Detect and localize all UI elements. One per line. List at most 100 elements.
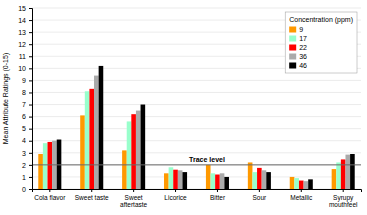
y-tick: 5: [22, 125, 32, 132]
annotation-text: Trace level: [189, 156, 225, 163]
bar: [136, 111, 141, 189]
bar: [80, 115, 85, 189]
bar: [131, 114, 136, 189]
y-tick-mark: [29, 165, 32, 166]
bar-series: [43, 91, 341, 189]
bar: [173, 170, 178, 189]
legend-swatch: [289, 63, 296, 69]
grid-line: [32, 164, 361, 165]
bar: [215, 175, 220, 189]
y-tick-label: 15: [18, 5, 26, 12]
reference-line: [32, 164, 361, 165]
x-tick-mark: [91, 189, 92, 192]
x-tick-label: Sweetaftertaste: [120, 194, 147, 208]
legend-item: 22: [289, 44, 307, 51]
legend-item: 17: [289, 35, 307, 42]
x-tick-mark: [217, 189, 218, 192]
x-tick-mark: [49, 189, 50, 192]
x-axis-line: [33, 190, 362, 193]
bar: [345, 155, 350, 189]
x-tick-mark: [175, 189, 176, 192]
y-tick: 13: [18, 29, 32, 36]
y-tick-mark: [29, 177, 32, 178]
legend-item: 36: [289, 53, 307, 60]
bar-series: [48, 89, 346, 189]
grid: [32, 8, 361, 189]
bar: [294, 178, 299, 189]
bar: [89, 89, 94, 189]
legend-swatch: [289, 27, 296, 33]
y-tick-mark: [29, 117, 32, 118]
x-tick: Syrupymouthfeel: [329, 189, 358, 208]
bar: [341, 159, 346, 189]
y-tick-mark: [29, 92, 32, 93]
x-tick: Bitter: [210, 189, 226, 201]
x-tick-label: Metallic: [290, 194, 313, 201]
y-tick-label: 1: [22, 174, 26, 181]
y-tick-label: 8: [22, 89, 26, 96]
bar-series: [52, 76, 350, 189]
x-tick-mark: [133, 189, 134, 192]
y-tick-label: 14: [18, 17, 26, 24]
bar: [308, 179, 313, 189]
bar: [169, 167, 174, 189]
y-tick-label: 6: [22, 113, 26, 120]
legend-item: 46: [289, 62, 307, 69]
y-axis-title: Mean Attribute Ratings (0-15): [2, 53, 10, 144]
x-tick-mark: [301, 189, 302, 192]
bar: [182, 172, 187, 189]
x-tick: Licorice: [164, 189, 187, 201]
y-tick: 12: [18, 41, 32, 48]
x-tick-label: Sweet taste: [75, 194, 109, 201]
y-tick: 7: [22, 101, 32, 108]
y-tick-mark: [29, 129, 32, 130]
y-tick-mark: [29, 105, 32, 106]
x-tick-label: Licorice: [164, 194, 187, 201]
bar: [257, 168, 262, 189]
y-tick-label: 12: [18, 41, 26, 48]
bar: [43, 143, 48, 189]
bar: [262, 170, 267, 189]
bar: [252, 172, 257, 189]
bar: [206, 165, 211, 189]
bar: [57, 140, 62, 189]
grid-line: [32, 92, 361, 93]
x-tick-label: Sour: [252, 194, 267, 201]
x-tick: Sour: [252, 189, 267, 201]
y-tick-label: 4: [22, 137, 26, 144]
y-tick-mark: [29, 44, 32, 45]
y-tick: 14: [18, 17, 32, 24]
x-tick: Metallic: [290, 189, 313, 201]
y-tick-label: 0: [22, 186, 26, 193]
y-tick: 1: [22, 174, 32, 181]
plot: Trace level0123456789101112131415Cola fl…: [18, 5, 361, 208]
y-tick: 8: [22, 89, 32, 96]
y-tick: 6: [22, 113, 32, 120]
bar: [224, 177, 229, 189]
bar: [178, 170, 183, 189]
bar: [266, 172, 271, 189]
y-tick-label: 5: [22, 125, 26, 132]
legend-label: 36: [299, 53, 307, 60]
x-tick-label: Syrupymouthfeel: [329, 194, 358, 208]
bar-series: [57, 66, 355, 189]
x-axis: Cola flavorSweet tasteSweetaftertasteLic…: [33, 189, 362, 208]
bar: [211, 173, 216, 189]
bar: [122, 150, 127, 189]
bar: [336, 162, 341, 189]
legend: Concentration (ppm)917223646: [285, 12, 357, 73]
bars: [38, 66, 354, 189]
y-tick-label: 7: [22, 101, 26, 108]
y-tick-mark: [29, 189, 32, 190]
y-tick: 3: [22, 150, 32, 157]
legend-swatch: [289, 45, 296, 51]
legend-label: 9: [299, 26, 303, 33]
y-tick-label: 9: [22, 77, 26, 84]
bar: [141, 105, 146, 189]
grid-line: [32, 80, 361, 81]
y-tick: 10: [18, 65, 32, 72]
bar: [164, 173, 169, 189]
y-tick-label: 11: [19, 53, 26, 60]
bar: [290, 177, 295, 189]
y-axis-line: [29, 9, 33, 190]
